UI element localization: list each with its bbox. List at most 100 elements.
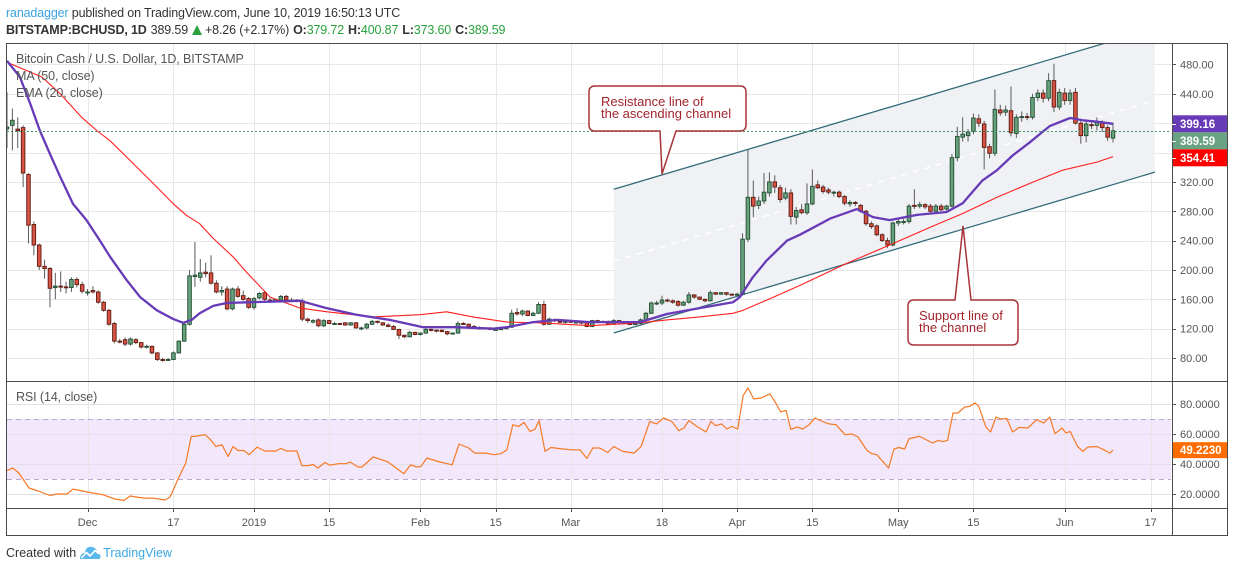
- time-tick-label: 17: [167, 517, 179, 529]
- candle-body: [171, 352, 176, 360]
- candle-body: [815, 184, 820, 189]
- candle-body: [466, 323, 471, 327]
- candle-body: [316, 319, 321, 327]
- candle-body: [122, 339, 128, 345]
- support-callout-line2: the channel: [919, 319, 987, 335]
- candle: [1057, 88, 1062, 110]
- candle: [960, 117, 965, 142]
- author-link[interactable]: ranadagger: [6, 6, 69, 20]
- candle-body: [10, 119, 15, 126]
- candle: [649, 301, 654, 314]
- candle-body: [949, 157, 955, 207]
- tradingview-link[interactable]: TradingView: [103, 545, 172, 560]
- candle-body: [525, 310, 531, 316]
- candle: [342, 322, 348, 326]
- candle-body: [1078, 122, 1084, 137]
- candle-body: [332, 323, 337, 325]
- candle: [326, 319, 332, 325]
- ascending-channel: [613, 44, 1156, 334]
- candle-body: [960, 133, 965, 138]
- candle-body: [262, 292, 267, 300]
- candle-body: [219, 290, 225, 293]
- candle-body: [530, 312, 536, 316]
- price-tick-label: 80.00: [1180, 353, 1208, 365]
- candle: [31, 221, 37, 256]
- symbol-quote-bar: BITSTAMP:BCHUSD, 1D 389.59 +8.26 (+2.17%) O…: [6, 23, 505, 37]
- candle: [686, 291, 692, 304]
- candle-body: [235, 288, 241, 297]
- candle: [461, 322, 466, 326]
- publish-info: ranadagger published on TradingView.com,…: [6, 6, 400, 20]
- candle: [332, 322, 337, 326]
- candle-body: [922, 204, 928, 208]
- candle-body: [1003, 109, 1008, 113]
- candle: [412, 331, 418, 336]
- candle: [659, 295, 665, 306]
- price-marker-label: 399.16: [1180, 119, 1215, 131]
- candle-body: [412, 331, 418, 335]
- candle: [1003, 105, 1008, 116]
- candle: [428, 328, 434, 332]
- candle: [1024, 112, 1030, 121]
- candle: [58, 271, 63, 292]
- candle: [713, 291, 718, 295]
- chart-title-legend: Bitcoin Cash / U.S. Dollar, 1D, BITSTAMP: [16, 52, 244, 66]
- candle: [745, 149, 751, 243]
- candle-body: [418, 332, 423, 335]
- price-axis: 480.00 440.00 320.00 280.00 240.00 200.00 160.…: [1172, 59, 1227, 365]
- candle: [853, 200, 858, 207]
- candle-body: [90, 290, 96, 293]
- candle-body: [901, 221, 906, 223]
- candle-body: [729, 293, 735, 296]
- candle: [729, 293, 735, 296]
- candle-body: [885, 240, 890, 246]
- candle: [971, 113, 976, 135]
- candle: [933, 203, 939, 213]
- candle: [434, 329, 439, 333]
- candle-body: [933, 205, 939, 212]
- candle-body: [439, 329, 445, 333]
- candle: [793, 206, 799, 225]
- candle: [777, 184, 783, 203]
- candle-body: [385, 324, 391, 327]
- candle: [1089, 122, 1094, 130]
- candle: [396, 328, 402, 339]
- candle: [740, 233, 745, 296]
- candle: [450, 332, 455, 335]
- candle-body: [106, 309, 112, 325]
- time-tick-label: 15: [967, 517, 979, 529]
- time-tick-label: Dec: [78, 517, 98, 529]
- price-tick-label: 240.00: [1180, 236, 1214, 248]
- candle: [702, 298, 708, 303]
- candle-body: [654, 302, 659, 305]
- rsi-value-label: 49.2230: [1180, 445, 1222, 457]
- high-label: H:: [348, 23, 361, 37]
- candle: [1035, 89, 1041, 102]
- price-tick-label: 120.00: [1180, 324, 1214, 336]
- candle-body: [203, 271, 208, 275]
- candle-body: [514, 312, 520, 315]
- candle-body: [149, 345, 155, 354]
- candle-body: [987, 146, 992, 154]
- candle-body: [1051, 80, 1057, 108]
- price-marker: [1173, 115, 1227, 133]
- candle-body: [826, 189, 831, 193]
- candle-body: [85, 291, 90, 294]
- candle: [74, 277, 80, 288]
- candle-body: [681, 301, 686, 306]
- candle-body: [708, 292, 713, 302]
- candle: [407, 330, 412, 338]
- candle-body: [557, 320, 563, 323]
- candle: [219, 286, 225, 296]
- candle: [836, 190, 842, 199]
- candle-body: [965, 131, 971, 137]
- candle-body: [896, 221, 901, 224]
- candle-body: [117, 340, 122, 343]
- candle: [826, 187, 831, 195]
- time-tick-label: Feb: [411, 517, 430, 529]
- candle-body: [326, 320, 332, 324]
- candle: [385, 323, 391, 328]
- candle-body: [842, 196, 847, 204]
- tradingview-logo-icon[interactable]: [79, 545, 101, 560]
